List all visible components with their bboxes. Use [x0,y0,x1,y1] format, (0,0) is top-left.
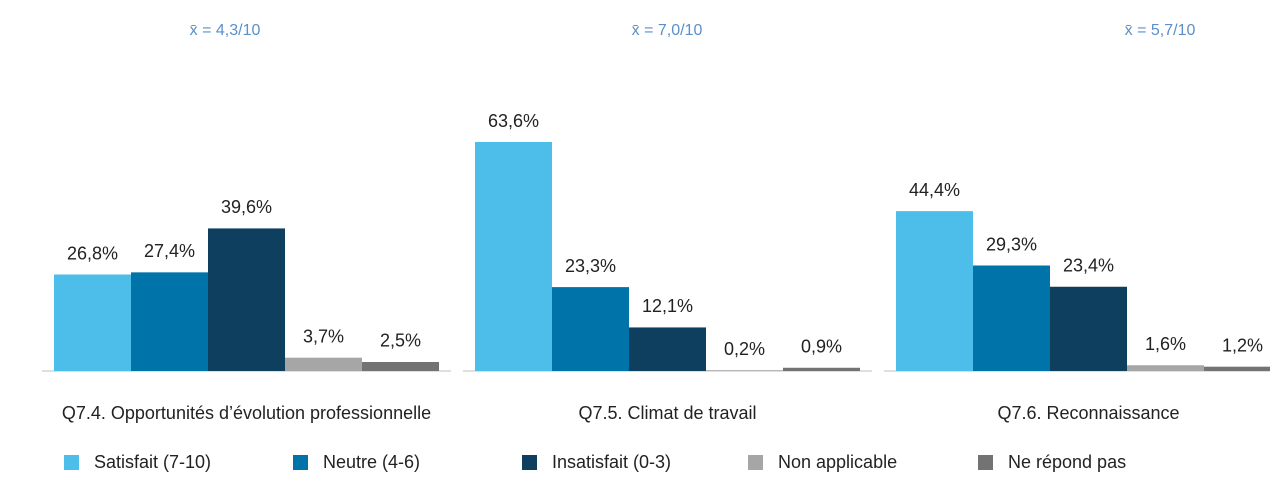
value-label: 39,6% [221,197,272,217]
value-label: 29,3% [986,234,1037,254]
category-label: Q7.6. Reconnaissance [997,403,1179,423]
bar [285,357,362,371]
value-label: 12,1% [642,296,693,316]
legend-label: Ne répond pas [1008,452,1126,472]
value-label: 26,8% [67,243,118,263]
bar [783,367,860,371]
bar [629,327,706,371]
value-label: 1,6% [1145,334,1186,354]
bar [131,272,208,371]
bar [896,211,973,371]
bar [1050,286,1127,371]
legend-swatch [748,455,763,470]
bar [1204,366,1270,371]
bar [475,142,552,371]
bar [1127,365,1204,371]
value-label: 0,9% [801,337,842,357]
value-label: 0,2% [724,339,765,359]
value-label: 27,4% [144,241,195,261]
legend-label: Neutre (4-6) [323,452,420,472]
value-label: 23,3% [565,256,616,276]
value-label: 44,4% [909,180,960,200]
bar [208,228,285,371]
legend-swatch [64,455,79,470]
bar [973,265,1050,371]
mean-annotation: x̄ = 5,7/10 [1125,22,1196,39]
legend-swatch [978,455,993,470]
category-label: Q7.4. Opportunités d’évolution professio… [62,403,431,423]
mean-annotation: x̄ = 4,3/10 [190,22,261,39]
value-label: 63,6% [488,111,539,131]
bar [552,287,629,371]
legend-label: Satisfait (7-10) [94,452,211,472]
legend-label: Non applicable [778,452,897,472]
value-label: 3,7% [303,326,344,346]
legend-label: Insatisfait (0-3) [552,452,671,472]
value-label: 1,2% [1222,335,1263,355]
category-label: Q7.5. Climat de travail [578,403,756,423]
legend-swatch [522,455,537,470]
legend-swatch [293,455,308,470]
bar [54,274,131,371]
bar [362,361,439,371]
value-label: 2,5% [380,331,421,351]
bar [706,370,783,371]
mean-annotation: x̄ = 7,0/10 [632,22,703,39]
value-label: 23,4% [1063,255,1114,275]
